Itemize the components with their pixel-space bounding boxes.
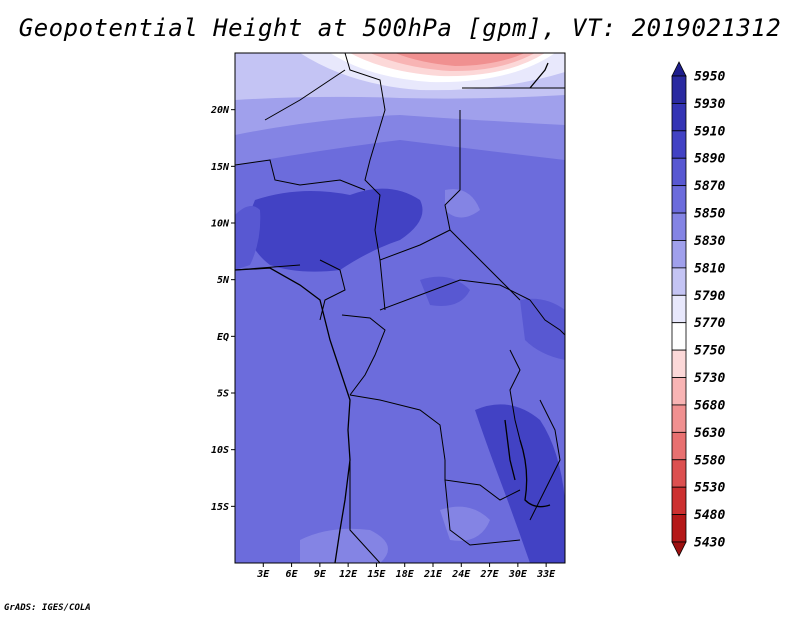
border-mali-niger bbox=[264, 69, 346, 121]
colorbar-swatch bbox=[671, 130, 687, 159]
lat-tick-label: 10S bbox=[211, 445, 229, 456]
colorbar-swatch bbox=[671, 240, 687, 269]
colorbar-swatch bbox=[671, 514, 687, 543]
colorbar-label: 5890 bbox=[694, 152, 725, 167]
lat-tick-label: 10N bbox=[211, 219, 230, 230]
colorbar-label: 5530 bbox=[694, 481, 725, 496]
colorbar-label: 5830 bbox=[694, 234, 725, 249]
patch-5830-south bbox=[300, 528, 388, 563]
lon-tick-label: 33E bbox=[536, 569, 556, 580]
border-cameroon bbox=[319, 259, 346, 321]
colorbar-label: 5480 bbox=[694, 508, 725, 523]
colorbar-label: 5730 bbox=[694, 371, 725, 386]
colorbar-swatch bbox=[671, 294, 687, 324]
colorbar-swatch bbox=[671, 459, 687, 488]
lon-tick-label: 21E bbox=[423, 569, 443, 580]
colorbar-swatch bbox=[671, 431, 687, 461]
colorbar-label: 5850 bbox=[694, 207, 725, 222]
colorbar-label: 5810 bbox=[694, 261, 725, 276]
colorbar-label: 5950 bbox=[694, 70, 725, 85]
colorbar-swatch bbox=[671, 486, 687, 515]
border-niger-chad bbox=[344, 53, 386, 311]
border-sudan bbox=[444, 110, 521, 301]
lake-malawi bbox=[519, 439, 551, 508]
border-sahel bbox=[235, 159, 366, 191]
colorbar: 5950 5930 5910 5890 5870 5850 5830 5810 5790 5770… bbox=[671, 61, 725, 557]
colorbar-label: 5680 bbox=[694, 398, 725, 413]
border-car-north bbox=[379, 229, 451, 261]
lon-tick-label: 3E bbox=[256, 569, 270, 580]
credit-text: GrADS: IGES/COLA bbox=[4, 603, 91, 613]
colorbar-label: 5750 bbox=[694, 344, 725, 359]
colorbar-label: 5630 bbox=[694, 426, 725, 441]
country-borders bbox=[235, 53, 565, 563]
patch-5870-lakes bbox=[520, 298, 565, 360]
border-uganda bbox=[529, 299, 565, 336]
colorbar-swatch bbox=[671, 103, 687, 132]
border-drc-east bbox=[509, 349, 521, 441]
lon-tick-label: 24E bbox=[451, 569, 471, 580]
lat-tick-label: 5N bbox=[217, 275, 230, 286]
colorbar-label: 5930 bbox=[694, 97, 725, 112]
lat-tick-label: 15S bbox=[211, 502, 229, 513]
border-gabon-congo bbox=[341, 314, 386, 396]
colorbar-swatch bbox=[671, 212, 687, 241]
border-car-south bbox=[379, 279, 531, 311]
lat-tick-label: 5S bbox=[217, 389, 229, 400]
lake-tanganyika bbox=[504, 419, 516, 481]
patch-5890-east bbox=[475, 404, 565, 563]
coastline bbox=[235, 62, 551, 563]
lon-tick-label: 15E bbox=[367, 569, 386, 580]
colorbar-label: 5580 bbox=[694, 453, 725, 468]
contour-field bbox=[235, 53, 565, 563]
colorbar-swatch bbox=[671, 377, 687, 406]
lon-tick-label: 30E bbox=[508, 569, 528, 580]
red-sea-coast bbox=[529, 62, 549, 89]
atlantic-coastline bbox=[235, 267, 351, 563]
colorbar-label: 5770 bbox=[694, 316, 725, 331]
border-drc-angola bbox=[349, 394, 446, 461]
colorbar-swatch bbox=[671, 349, 687, 378]
lat-tick-label: 20N bbox=[210, 105, 230, 116]
plot-frame bbox=[234, 52, 566, 564]
lon-tick-label: 18E bbox=[396, 569, 415, 580]
chart-title: Geopotential Height at 500hPa [gpm], VT:… bbox=[18, 14, 782, 42]
band-5630 bbox=[395, 53, 525, 66]
colorbar-label: 5910 bbox=[694, 124, 725, 139]
longitude-ticks: 3E 6E 9E 12E 15E 18E 21E 24E 27E 30E 33E bbox=[256, 563, 556, 580]
colorbar-swatch bbox=[671, 75, 687, 104]
lon-tick-label: 27E bbox=[480, 569, 500, 580]
patch-5870-coast bbox=[235, 206, 261, 270]
colorbar-swatch bbox=[671, 404, 687, 433]
colorbar-swatch bbox=[671, 185, 687, 214]
colorbar-label: 5430 bbox=[694, 536, 725, 551]
lon-tick-label: 6E bbox=[286, 569, 299, 580]
border-malawi bbox=[529, 399, 561, 521]
colorbar-swatch bbox=[671, 267, 687, 296]
lat-tick-label: EQ bbox=[217, 332, 229, 343]
border-angola-namibia bbox=[349, 460, 381, 563]
colorbar-label: 5790 bbox=[694, 289, 725, 304]
colorbar-label: 5870 bbox=[694, 179, 725, 194]
colorbar-swatch bbox=[671, 157, 687, 187]
latitude-ticks: 20N 15N 10N 5N EQ 5S 10S 15S bbox=[210, 105, 235, 513]
colorbar-swatch bbox=[671, 61, 687, 77]
border-zambia-south bbox=[444, 479, 521, 546]
lon-tick-label: 12E bbox=[339, 569, 358, 580]
lon-tick-label: 9E bbox=[314, 569, 327, 580]
colorbar-swatch bbox=[671, 541, 687, 557]
colorbar-swatch bbox=[671, 322, 687, 351]
lat-tick-label: 15N bbox=[211, 162, 230, 173]
patch-5870-congo bbox=[420, 276, 470, 306]
border-zambia bbox=[444, 460, 521, 501]
